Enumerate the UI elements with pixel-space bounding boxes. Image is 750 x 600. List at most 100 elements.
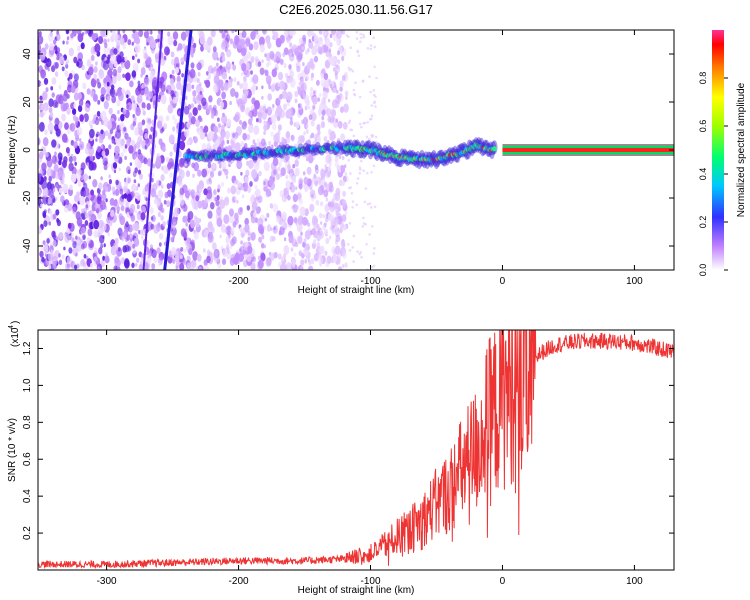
noise-blob	[279, 93, 283, 100]
noise-blob	[135, 53, 138, 58]
noise-blob	[68, 47, 75, 57]
noise-blob	[369, 44, 373, 47]
noise-blob	[185, 222, 189, 227]
colorbar-tick-label: 0.8	[698, 72, 708, 85]
noise-blob	[47, 197, 52, 205]
noise-blob	[86, 88, 91, 95]
noise-blob	[63, 246, 66, 251]
noise-blob	[333, 192, 338, 201]
noise-blob	[150, 126, 154, 132]
noise-blob	[142, 110, 146, 116]
noise-blob	[198, 188, 202, 194]
colorbar-label: Normalized spectral amplitude	[736, 82, 747, 217]
noise-blob	[85, 204, 89, 209]
noise-blob	[223, 82, 229, 92]
noise-blob	[162, 221, 166, 227]
noise-blob	[362, 216, 365, 220]
signal-blob	[492, 146, 497, 152]
noise-blob	[212, 144, 217, 150]
noise-blob	[77, 45, 81, 52]
noise-blob	[176, 81, 182, 90]
noise-blob	[268, 251, 271, 256]
noise-blob	[304, 258, 308, 264]
noise-blob	[61, 66, 65, 72]
noise-blob	[277, 166, 281, 172]
noise-blob	[166, 89, 169, 93]
noise-blob	[312, 105, 316, 110]
noise-blob	[236, 199, 239, 204]
noise-blob	[72, 206, 77, 215]
noise-blob	[68, 162, 74, 172]
signal-blob	[199, 155, 205, 161]
noise-blob	[192, 42, 197, 49]
noise-blob	[137, 121, 143, 130]
noise-blob	[257, 224, 264, 234]
noise-blob	[313, 90, 316, 95]
noise-blob	[238, 119, 243, 125]
noise-blob	[272, 104, 275, 109]
noise-blob	[219, 234, 222, 239]
noise-blob	[268, 177, 274, 186]
noise-blob	[145, 138, 150, 144]
noise-blob	[241, 94, 245, 100]
noise-blob	[53, 163, 59, 173]
noise-blob	[362, 35, 366, 39]
noise-blob	[42, 91, 48, 101]
noise-blob	[127, 177, 131, 184]
noise-blob	[137, 195, 141, 201]
noise-blob	[48, 176, 52, 182]
noise-blob	[259, 67, 265, 76]
signal-blob	[455, 152, 461, 158]
signal-blob	[210, 148, 217, 158]
noise-blob	[208, 95, 213, 103]
noise-blob	[92, 93, 98, 102]
noise-blob	[126, 94, 129, 99]
noise-blob	[254, 56, 259, 62]
noise-blob	[149, 70, 155, 79]
noise-blob	[59, 56, 65, 65]
noise-blob	[222, 71, 228, 80]
noise-blob	[247, 245, 253, 254]
colorbar-tick-label: 0.0	[698, 264, 708, 277]
noise-blob	[220, 85, 225, 92]
noise-blob	[287, 215, 294, 226]
noise-blob	[180, 228, 187, 237]
noise-blob	[254, 185, 258, 190]
noise-blob	[279, 58, 284, 65]
noise-blob	[86, 237, 91, 244]
noise-blob	[118, 92, 124, 102]
noise-blob	[263, 131, 266, 135]
noise-blob	[195, 195, 200, 202]
noise-blob	[283, 237, 287, 242]
noise-blob	[355, 37, 359, 40]
noise-blob	[304, 105, 308, 111]
noise-blob	[360, 125, 363, 129]
noise-blob	[261, 95, 264, 100]
noise-blob	[370, 170, 373, 174]
noise-blob	[71, 232, 74, 238]
noise-blob	[244, 90, 249, 98]
noise-blob	[201, 97, 207, 106]
noise-blob	[339, 227, 343, 234]
noise-blob	[184, 190, 190, 199]
noise-blob	[101, 192, 107, 201]
noise-blob	[200, 45, 204, 52]
noise-blob	[227, 145, 233, 153]
noise-blob	[98, 247, 103, 255]
noise-blob	[58, 159, 62, 166]
noise-blob	[118, 247, 121, 252]
noise-blob	[253, 198, 259, 207]
noise-blob	[331, 109, 337, 117]
noise-blob	[49, 119, 52, 124]
noise-blob	[332, 254, 338, 263]
noise-blob	[201, 59, 205, 64]
noise-blob	[75, 252, 78, 257]
noise-blob	[302, 116, 309, 125]
signal-blob	[304, 145, 311, 155]
noise-blob	[363, 121, 367, 125]
signal-blob	[251, 151, 257, 157]
noise-blob	[153, 198, 158, 205]
noise-blob	[221, 32, 226, 39]
signal-blob	[321, 146, 327, 152]
noise-blob	[361, 79, 365, 83]
